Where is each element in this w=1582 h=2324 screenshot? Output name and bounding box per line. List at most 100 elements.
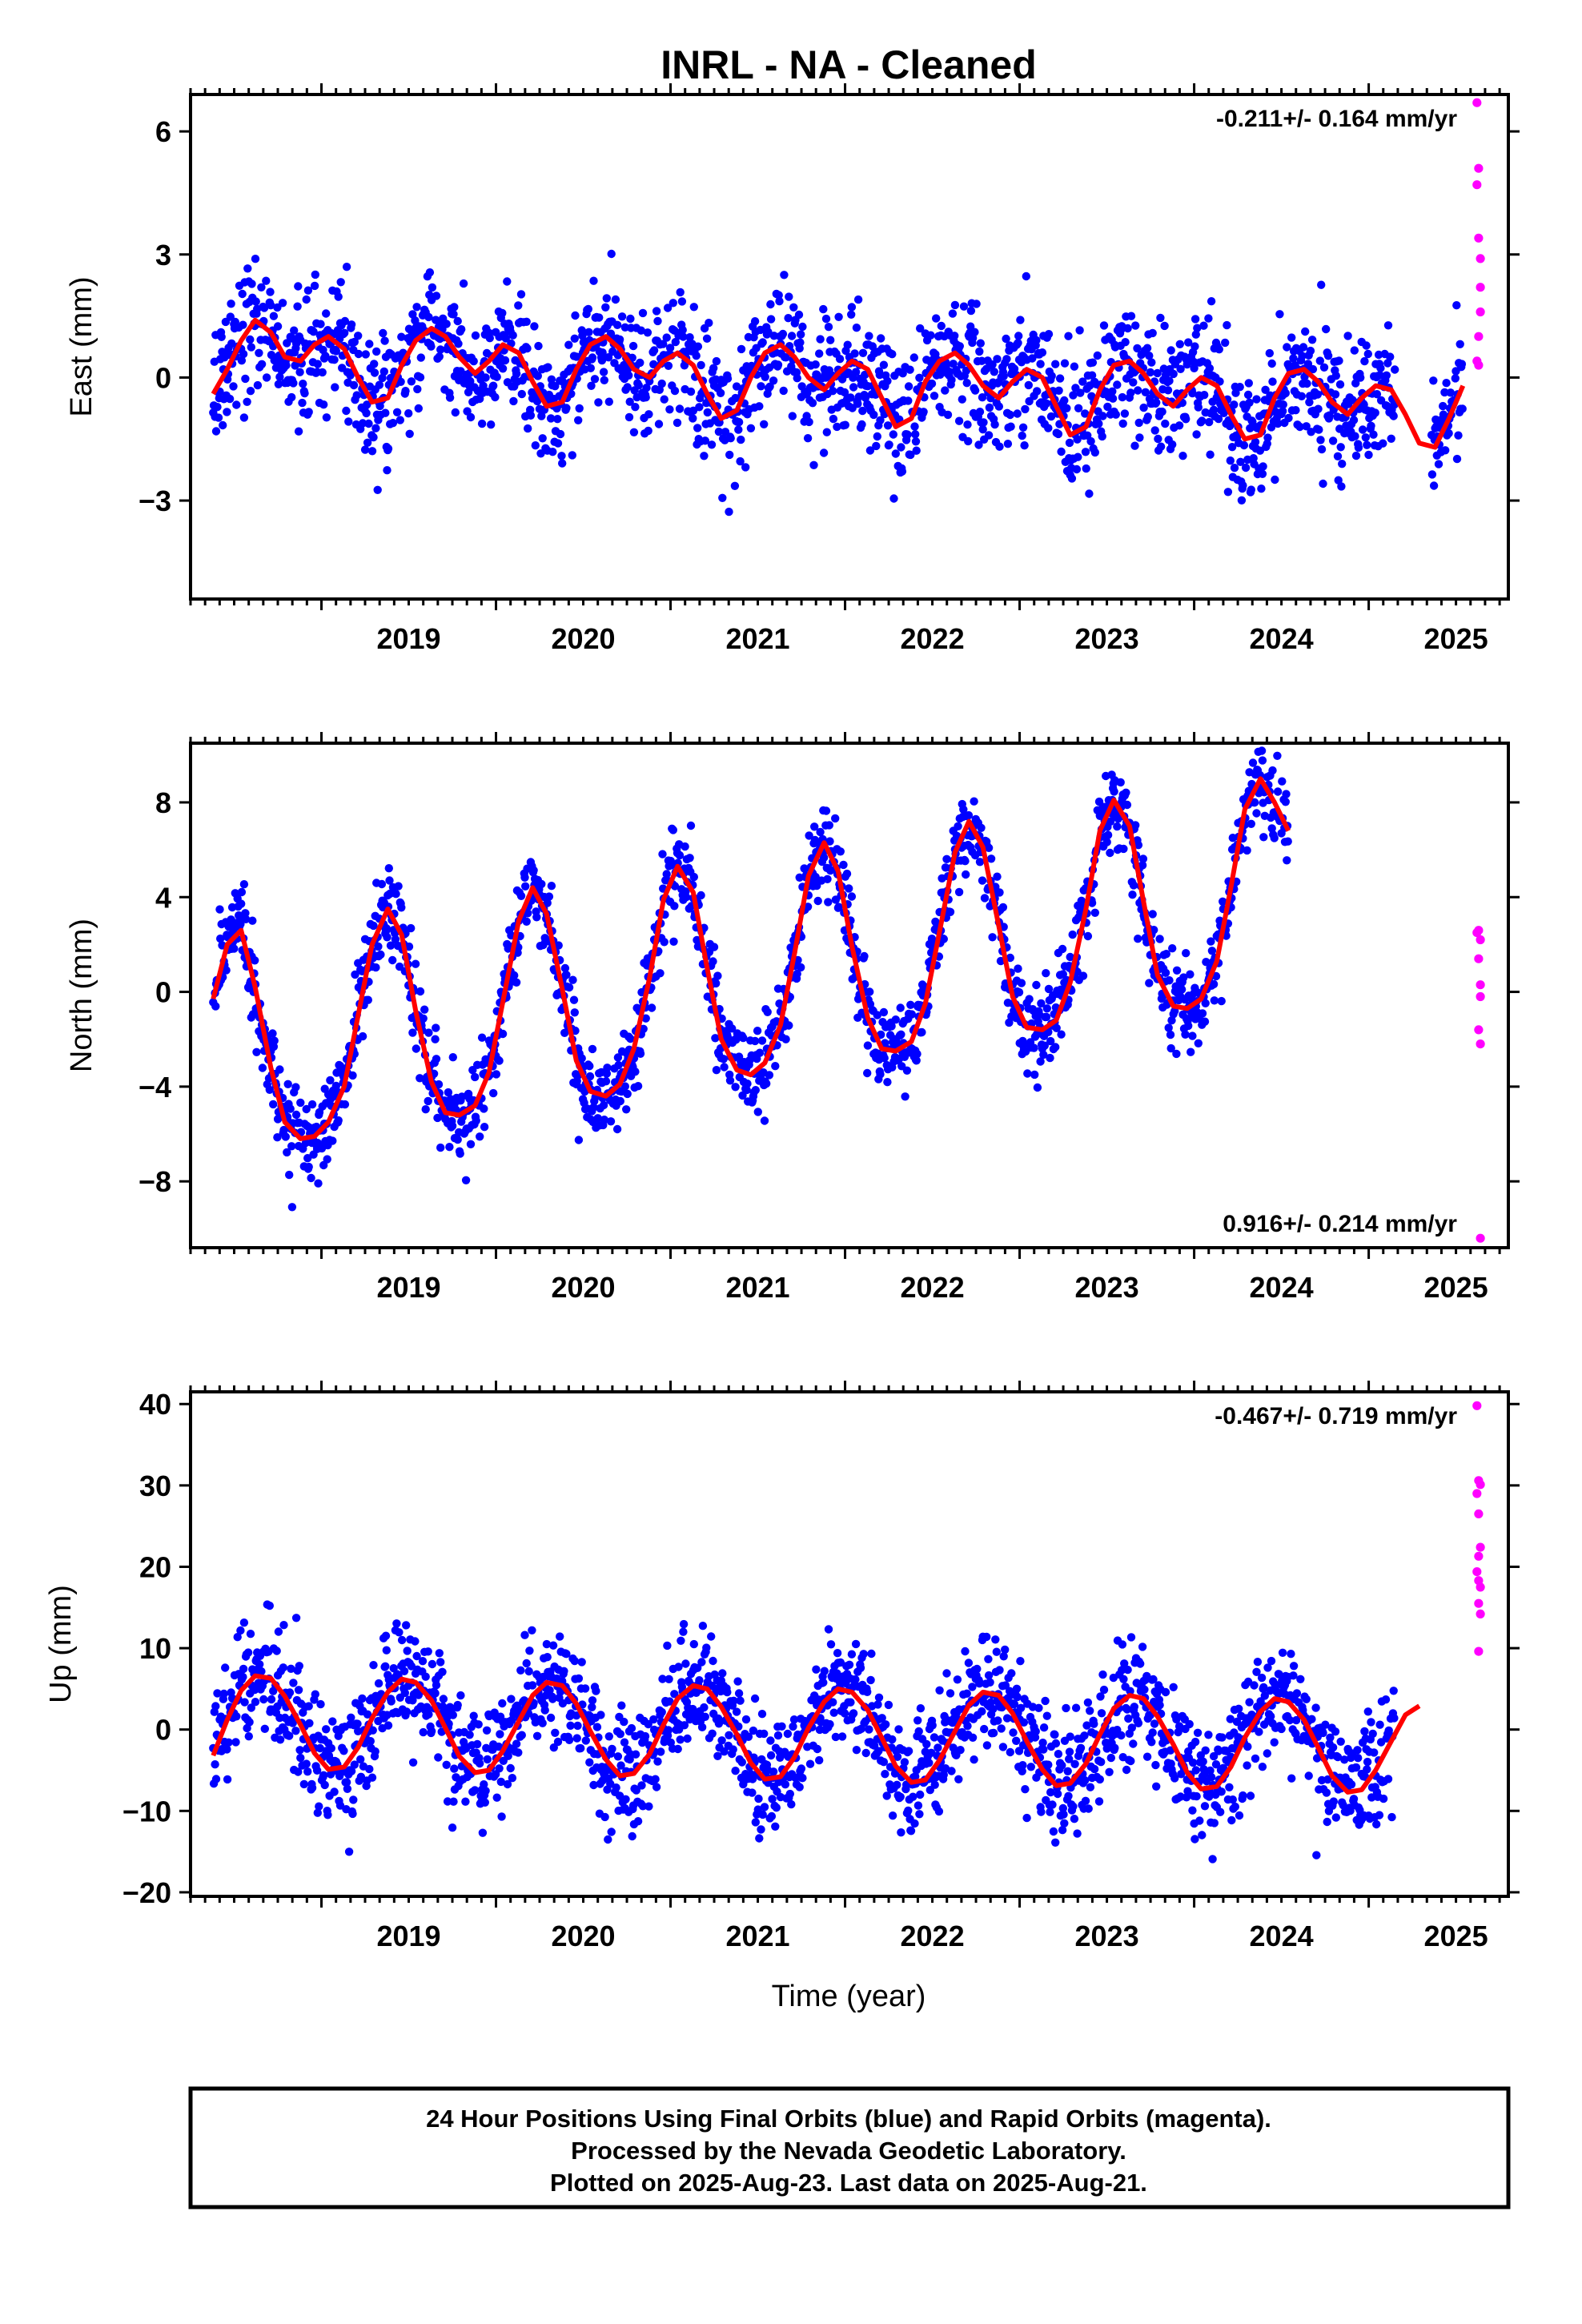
final-orbit-point (616, 1761, 625, 1770)
final-orbit-point (785, 1021, 793, 1030)
final-orbit-point (677, 297, 687, 306)
final-orbit-point (1338, 460, 1347, 468)
final-orbit-point (1188, 388, 1197, 398)
final-orbit-point (416, 353, 425, 362)
final-orbit-point (546, 1713, 556, 1723)
final-orbit-point (810, 822, 819, 831)
final-orbit-point (1460, 0, 1468, 4)
final-orbit-point (301, 1138, 311, 1148)
final-orbit-point (285, 1731, 294, 1740)
final-orbit-point (296, 1098, 305, 1108)
final-orbit-point (471, 1072, 480, 1082)
final-orbit-point (1085, 489, 1094, 498)
final-orbit-point (762, 1079, 771, 1088)
final-orbit-point (1289, 0, 1297, 4)
final-orbit-point (1088, 358, 1098, 367)
final-orbit-point (1038, 348, 1047, 357)
final-orbit-point (1258, 756, 1267, 765)
final-orbit-point (1181, 1030, 1190, 1039)
final-orbit-point (883, 421, 893, 430)
final-orbit-point (861, 393, 870, 402)
final-orbit-point (1200, 1017, 1210, 1026)
final-orbit-point (311, 270, 319, 279)
final-orbit-point (383, 466, 391, 475)
final-orbit-point (1383, 0, 1391, 4)
final-orbit-point (1387, 434, 1395, 443)
final-orbit-point (1447, 0, 1455, 4)
final-orbit-point (1324, 0, 1332, 4)
final-orbit-point (260, 1724, 269, 1733)
final-orbit-point (1468, 0, 1476, 4)
final-orbit-point (1464, 0, 1472, 4)
final-orbit-point (1126, 388, 1135, 397)
final-orbit-point (1201, 999, 1210, 1008)
final-orbit-point (348, 1071, 357, 1080)
final-orbit-point (1227, 443, 1237, 452)
final-orbit-point (547, 882, 556, 891)
final-orbit-point (408, 310, 417, 319)
final-orbit-point (990, 420, 999, 429)
final-orbit-point (1081, 448, 1090, 456)
final-orbit-point (358, 1031, 367, 1041)
final-orbit-point (239, 1618, 249, 1627)
final-orbit-point (416, 987, 425, 996)
final-orbit-point (1305, 0, 1313, 4)
final-orbit-point (964, 436, 973, 446)
final-orbit-point (1036, 1057, 1045, 1066)
final-orbit-point (681, 893, 691, 902)
final-orbit-point (1359, 0, 1367, 4)
final-orbit-point (267, 1695, 276, 1704)
final-orbit-point (593, 1114, 602, 1123)
final-orbit-point (1003, 440, 1013, 448)
final-orbit-point (1312, 0, 1320, 4)
final-orbit-point (291, 1614, 301, 1622)
final-orbit-point (432, 1681, 441, 1690)
final-orbit-point (267, 301, 275, 310)
final-orbit-point (649, 360, 658, 369)
final-orbit-point (328, 1717, 337, 1726)
final-orbit-point (372, 347, 381, 356)
final-orbit-point (1191, 342, 1199, 351)
final-orbit-point (693, 424, 702, 432)
final-orbit-point (1298, 0, 1306, 4)
final-orbit-point (1309, 0, 1317, 4)
final-orbit-point (625, 397, 634, 406)
final-orbit-point (310, 281, 319, 291)
final-orbit-point (383, 444, 393, 453)
final-orbit-point (765, 1071, 774, 1080)
final-orbit-point (431, 1689, 440, 1698)
final-orbit-point (313, 360, 322, 368)
final-orbit-point (615, 335, 624, 344)
final-orbit-point (352, 391, 361, 400)
final-orbit-point (436, 345, 445, 354)
final-orbit-point (538, 434, 547, 443)
final-orbit-point (607, 249, 616, 259)
final-orbit-point (1323, 0, 1331, 4)
final-orbit-point (725, 1076, 735, 1085)
final-orbit-point (712, 356, 721, 366)
final-orbit-point (888, 350, 897, 359)
final-orbit-point (223, 408, 231, 416)
final-orbit-point (781, 353, 790, 362)
final-orbit-point (1025, 396, 1034, 406)
final-orbit-point (1146, 368, 1155, 377)
final-orbit-point (1322, 324, 1331, 334)
final-orbit-point (984, 843, 994, 853)
final-orbit-point (816, 335, 825, 344)
final-orbit-point (1443, 0, 1452, 4)
final-orbit-point (1241, 463, 1251, 472)
final-orbit-point (278, 299, 287, 308)
final-orbit-point (313, 1808, 322, 1817)
final-orbit-point (1440, 0, 1448, 4)
final-orbit-point (344, 1848, 354, 1856)
final-orbit-point (1134, 935, 1142, 943)
final-orbit-point (889, 430, 898, 439)
final-orbit-point (1343, 0, 1351, 4)
final-orbit-point (703, 408, 712, 417)
final-orbit-point (966, 306, 976, 316)
final-orbit-point (858, 348, 868, 357)
final-orbit-point (481, 373, 490, 382)
final-orbit-point (1367, 0, 1375, 4)
final-orbit-point (363, 438, 372, 447)
final-orbit-point (805, 831, 813, 840)
